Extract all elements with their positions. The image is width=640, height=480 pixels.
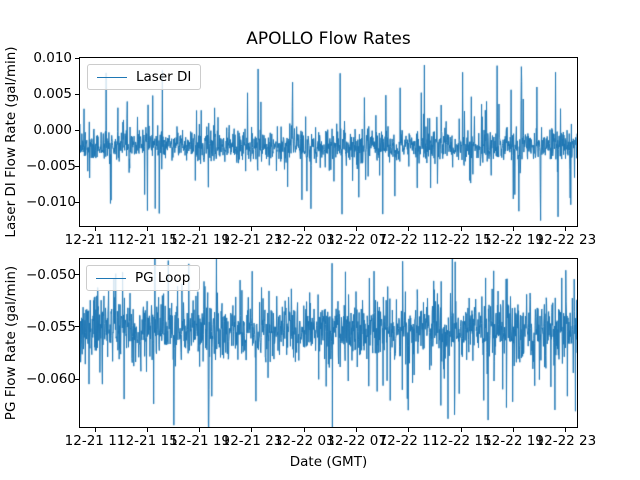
y-tick-label: −0.005	[26, 158, 76, 174]
y-axis-label-laser-di: Laser DI Flow Rate (gal/min)	[3, 46, 19, 238]
x-tick-label: 12-21 23	[221, 232, 283, 248]
legend-laser-di: Laser DI	[87, 64, 202, 90]
x-tick	[565, 227, 567, 231]
x-tick-label: 12-22 23	[535, 232, 597, 248]
x-tick-label: 12-21 11	[64, 232, 126, 248]
x-tick-label: 12-22 19	[483, 433, 544, 449]
legend-label: PG Loop	[135, 270, 191, 286]
x-tick	[94, 428, 96, 432]
y-tick	[75, 274, 79, 276]
x-tick	[356, 227, 358, 231]
x-tick	[408, 227, 410, 231]
y-tick-label: 0.010	[33, 50, 72, 66]
legend-pg-loop: PG Loop	[86, 265, 201, 291]
y-tick-label: 0.005	[33, 86, 72, 102]
x-tick	[199, 428, 201, 432]
y-tick	[75, 378, 79, 380]
y-tick-label: −0.055	[26, 318, 76, 335]
x-tick	[460, 428, 462, 432]
x-tick-label: 12-22 15	[430, 433, 492, 449]
y-tick-label: −0.010	[26, 194, 76, 211]
y-tick-label: −0.050	[26, 266, 76, 283]
legend-label: Laser DI	[136, 69, 192, 85]
x-tick	[94, 227, 96, 231]
x-tick-label: 12-22 19	[483, 232, 544, 248]
x-tick-label: 12-22 03	[273, 433, 335, 449]
legend-line-sample-icon	[97, 76, 127, 78]
x-tick	[460, 227, 462, 231]
y-tick	[75, 165, 79, 167]
x-tick-label: 12-22 03	[273, 232, 335, 248]
chart-title: APOLLO Flow Rates	[246, 29, 411, 49]
x-tick	[146, 227, 148, 231]
x-tick	[408, 428, 410, 432]
x-tick	[565, 428, 567, 432]
x-tick-label: 12-21 19	[169, 433, 231, 449]
y-axis-label-pg-loop: PG Flow Rate (gal/min)	[3, 265, 19, 421]
x-tick	[513, 428, 515, 432]
x-tick-label: 12-22 11	[378, 433, 440, 449]
x-tick-label: 12-21 23	[221, 433, 283, 449]
y-tick	[75, 57, 79, 59]
x-tick	[513, 227, 515, 231]
x-tick	[199, 227, 201, 231]
y-tick-label: 0.000	[33, 122, 72, 138]
x-tick	[146, 428, 148, 432]
y-tick	[75, 129, 79, 131]
x-tick	[356, 428, 358, 432]
x-tick-label: 12-22 07	[326, 232, 387, 248]
x-tick-label: 12-21 15	[116, 433, 178, 449]
x-tick-label: 12-21 15	[116, 232, 178, 248]
x-tick	[251, 428, 253, 432]
y-tick	[75, 93, 79, 95]
legend-line-sample-icon	[96, 277, 126, 279]
x-tick-label: 12-22 23	[535, 433, 597, 449]
x-tick-label: 12-21 19	[169, 232, 231, 248]
x-tick-label: 12-22 07	[326, 433, 387, 449]
x-tick	[303, 428, 305, 432]
y-tick	[75, 201, 79, 203]
y-tick-label: −0.060	[26, 371, 76, 387]
x-tick	[303, 227, 305, 231]
x-tick-label: 12-22 15	[430, 232, 492, 248]
x-tick	[251, 227, 253, 231]
x-axis-label: Date (GMT)	[289, 454, 368, 470]
x-tick-label: 12-21 11	[64, 433, 126, 449]
y-tick	[75, 326, 79, 328]
x-tick-label: 12-22 11	[378, 232, 440, 248]
